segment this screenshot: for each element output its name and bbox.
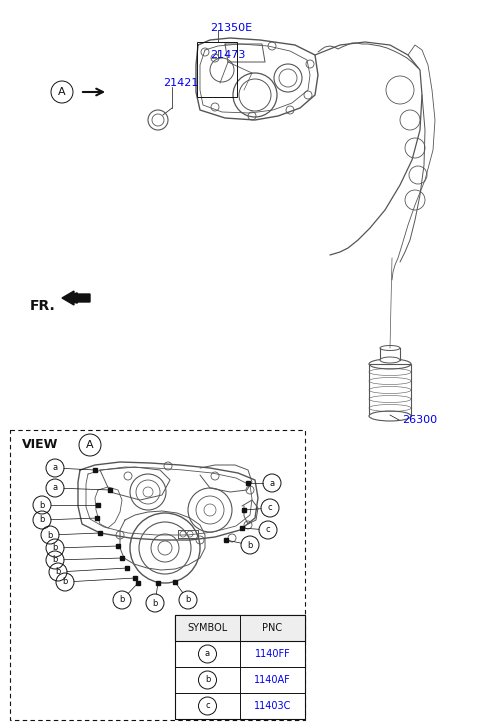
Text: b: b bbox=[52, 544, 57, 553]
Text: 1140AF: 1140AF bbox=[254, 675, 291, 685]
Text: b: b bbox=[152, 598, 157, 608]
Text: a: a bbox=[53, 483, 57, 492]
Text: b: b bbox=[205, 675, 210, 685]
FancyArrow shape bbox=[62, 291, 90, 305]
Text: PNC: PNC bbox=[262, 623, 283, 633]
Text: b: b bbox=[52, 555, 57, 564]
Text: a: a bbox=[205, 649, 210, 659]
Text: a: a bbox=[53, 464, 57, 473]
Text: 11403C: 11403C bbox=[254, 701, 291, 711]
Text: A: A bbox=[86, 440, 94, 450]
Text: c: c bbox=[266, 526, 270, 534]
Bar bbox=[175, 615, 305, 641]
Text: b: b bbox=[39, 500, 45, 510]
Text: b: b bbox=[47, 531, 53, 539]
Text: 21473: 21473 bbox=[210, 50, 245, 60]
Text: 26300: 26300 bbox=[402, 415, 437, 425]
Text: VIEW: VIEW bbox=[22, 438, 58, 451]
Text: b: b bbox=[247, 540, 253, 550]
Text: b: b bbox=[39, 515, 45, 524]
Ellipse shape bbox=[380, 357, 400, 363]
Text: FR.: FR. bbox=[30, 299, 56, 313]
Text: b: b bbox=[56, 568, 61, 577]
Text: c: c bbox=[205, 702, 210, 710]
Text: b: b bbox=[119, 595, 125, 604]
Bar bbox=[175, 615, 305, 719]
Bar bbox=[369, 364, 411, 416]
Text: 21350E: 21350E bbox=[210, 23, 252, 33]
Bar bbox=[197, 42, 237, 97]
Text: b: b bbox=[185, 595, 191, 604]
Text: 1140FF: 1140FF bbox=[255, 649, 290, 659]
Text: 21421: 21421 bbox=[163, 78, 199, 88]
Ellipse shape bbox=[369, 411, 411, 421]
Text: b: b bbox=[62, 577, 68, 587]
Bar bbox=[10, 430, 305, 720]
Text: SYMBOL: SYMBOL bbox=[187, 623, 227, 633]
Text: A: A bbox=[58, 87, 66, 97]
Text: a: a bbox=[270, 478, 274, 488]
Text: c: c bbox=[268, 504, 272, 513]
